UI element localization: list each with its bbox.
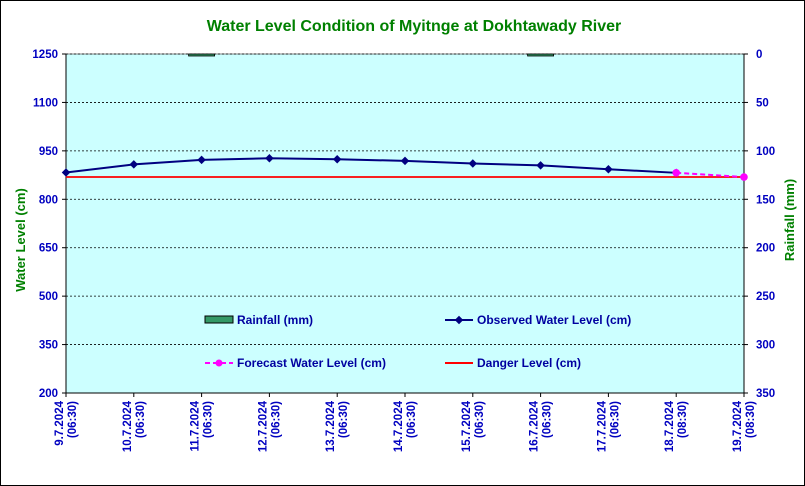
x-tick-date: 9.7.2024 bbox=[54, 400, 66, 445]
x-tick-time: (06:30) bbox=[474, 401, 486, 438]
y-tick-label: 200 bbox=[39, 388, 58, 400]
x-tick-date: 16.7.2024 bbox=[529, 400, 541, 452]
x-tick-time: (08:30) bbox=[677, 401, 689, 438]
x-tick-time: (06:30) bbox=[270, 401, 282, 438]
y-axis-title: Water Level (cm) bbox=[13, 188, 28, 292]
x-tick-time: (06:30) bbox=[135, 401, 147, 438]
legend-forecast-label: Forecast Water Level (cm) bbox=[237, 356, 386, 370]
x-tick-label: 9.7.2024 (06:30) bbox=[54, 400, 79, 445]
x-tick-time: (06:30) bbox=[67, 401, 79, 438]
legend: Rainfall (mm) Observed Water Level (cm) … bbox=[204, 313, 631, 370]
plot-area bbox=[65, 53, 745, 394]
x-tick-label: 17.7.2024 (06:30) bbox=[596, 400, 621, 452]
y-tick-label: 500 bbox=[39, 291, 58, 303]
y2-axis-title: Rainfall (mm) bbox=[782, 179, 797, 261]
y2-tick-label: 250 bbox=[756, 291, 775, 303]
x-tick-date: 19.7.2024 bbox=[732, 400, 744, 452]
x-tick-time: (06:30) bbox=[609, 401, 621, 438]
x-tick-label: 16.7.2024 (06:30) bbox=[529, 400, 554, 452]
x-tick-time: (06:30) bbox=[542, 401, 554, 438]
x-axis-ticks: 9.7.2024 (06:30) 10.7.2024 (06:30) 11.7.2024… bbox=[54, 392, 757, 452]
x-tick-label: 18.7.2024 (08:30) bbox=[664, 400, 689, 452]
right-axis-ticks: 0 50 100 150 200 250 300 350 bbox=[743, 49, 775, 400]
x-tick-date: 10.7.2024 bbox=[122, 400, 134, 452]
y2-tick-label: 350 bbox=[756, 388, 775, 400]
y2-tick-label: 200 bbox=[756, 243, 775, 255]
legend-observed-marker bbox=[454, 315, 464, 325]
y-tick-label: 1250 bbox=[32, 49, 58, 61]
legend-observed-label: Observed Water Level (cm) bbox=[477, 313, 631, 327]
y-tick-label: 350 bbox=[39, 340, 58, 352]
chart-title: Water Level Condition of Myitnge at Dokh… bbox=[207, 18, 622, 35]
gridlines bbox=[66, 53, 744, 345]
y2-tick-label: 100 bbox=[756, 146, 775, 158]
x-tick-date: 12.7.2024 bbox=[257, 400, 269, 452]
x-tick-label: 19.7.2024 (08:30) bbox=[732, 400, 757, 452]
forecast-water-level-line bbox=[676, 171, 745, 179]
x-tick-label: 10.7.2024 (06:30) bbox=[122, 400, 147, 452]
y-tick-label: 650 bbox=[39, 243, 58, 255]
series-lines bbox=[61, 154, 748, 181]
x-tick-date: 15.7.2024 bbox=[461, 400, 473, 452]
rainfall-bar bbox=[527, 53, 554, 57]
x-tick-time: (06:30) bbox=[338, 401, 350, 438]
left-axis-ticks: 1250 1100 950 800 650 500 350 200 bbox=[32, 49, 67, 400]
y-tick-label: 950 bbox=[39, 146, 58, 158]
rainfall-bar bbox=[188, 53, 216, 57]
x-tick-time: (06:30) bbox=[203, 401, 215, 438]
x-tick-label: 15.7.2024 (06:30) bbox=[461, 400, 486, 452]
observed-point bbox=[61, 168, 71, 177]
observed-point bbox=[332, 155, 342, 164]
y2-tick-label: 0 bbox=[756, 49, 762, 61]
x-tick-date: 11.7.2024 bbox=[190, 400, 202, 451]
x-tick-label: 13.7.2024 (06:30) bbox=[325, 400, 350, 452]
x-tick-date: 13.7.2024 bbox=[325, 400, 337, 452]
legend-rainfall-label: Rainfall (mm) bbox=[237, 313, 313, 327]
forecast-point bbox=[740, 173, 748, 181]
observed-point bbox=[129, 160, 139, 169]
y2-tick-label: 150 bbox=[756, 194, 775, 206]
observed-point bbox=[468, 159, 478, 168]
y2-tick-label: 50 bbox=[756, 97, 769, 109]
legend-rainfall-swatch bbox=[204, 315, 234, 324]
y2-tick-label: 300 bbox=[756, 340, 775, 352]
x-tick-date: 14.7.2024 bbox=[393, 400, 405, 452]
x-tick-label: 12.7.2024 (06:30) bbox=[257, 400, 282, 452]
observed-point bbox=[197, 155, 206, 165]
observed-water-level-line bbox=[65, 157, 677, 174]
x-tick-date: 18.7.2024 bbox=[664, 400, 676, 452]
x-tick-time: (08:30) bbox=[745, 401, 757, 438]
observed-point bbox=[400, 156, 410, 166]
observed-point bbox=[265, 154, 274, 163]
x-tick-date: 17.7.2024 bbox=[596, 400, 608, 452]
rainfall-bars bbox=[188, 53, 554, 57]
forecast-point bbox=[672, 169, 680, 177]
x-tick-time: (06:30) bbox=[406, 401, 418, 438]
x-tick-label: 14.7.2024 (06:30) bbox=[393, 400, 418, 452]
y-tick-label: 800 bbox=[39, 194, 58, 206]
x-tick-label: 11.7.2024 (06:30) bbox=[190, 400, 215, 451]
y-tick-label: 1100 bbox=[33, 97, 58, 109]
legend-danger-label: Danger Level (cm) bbox=[477, 356, 581, 370]
legend-forecast-marker bbox=[215, 359, 223, 367]
